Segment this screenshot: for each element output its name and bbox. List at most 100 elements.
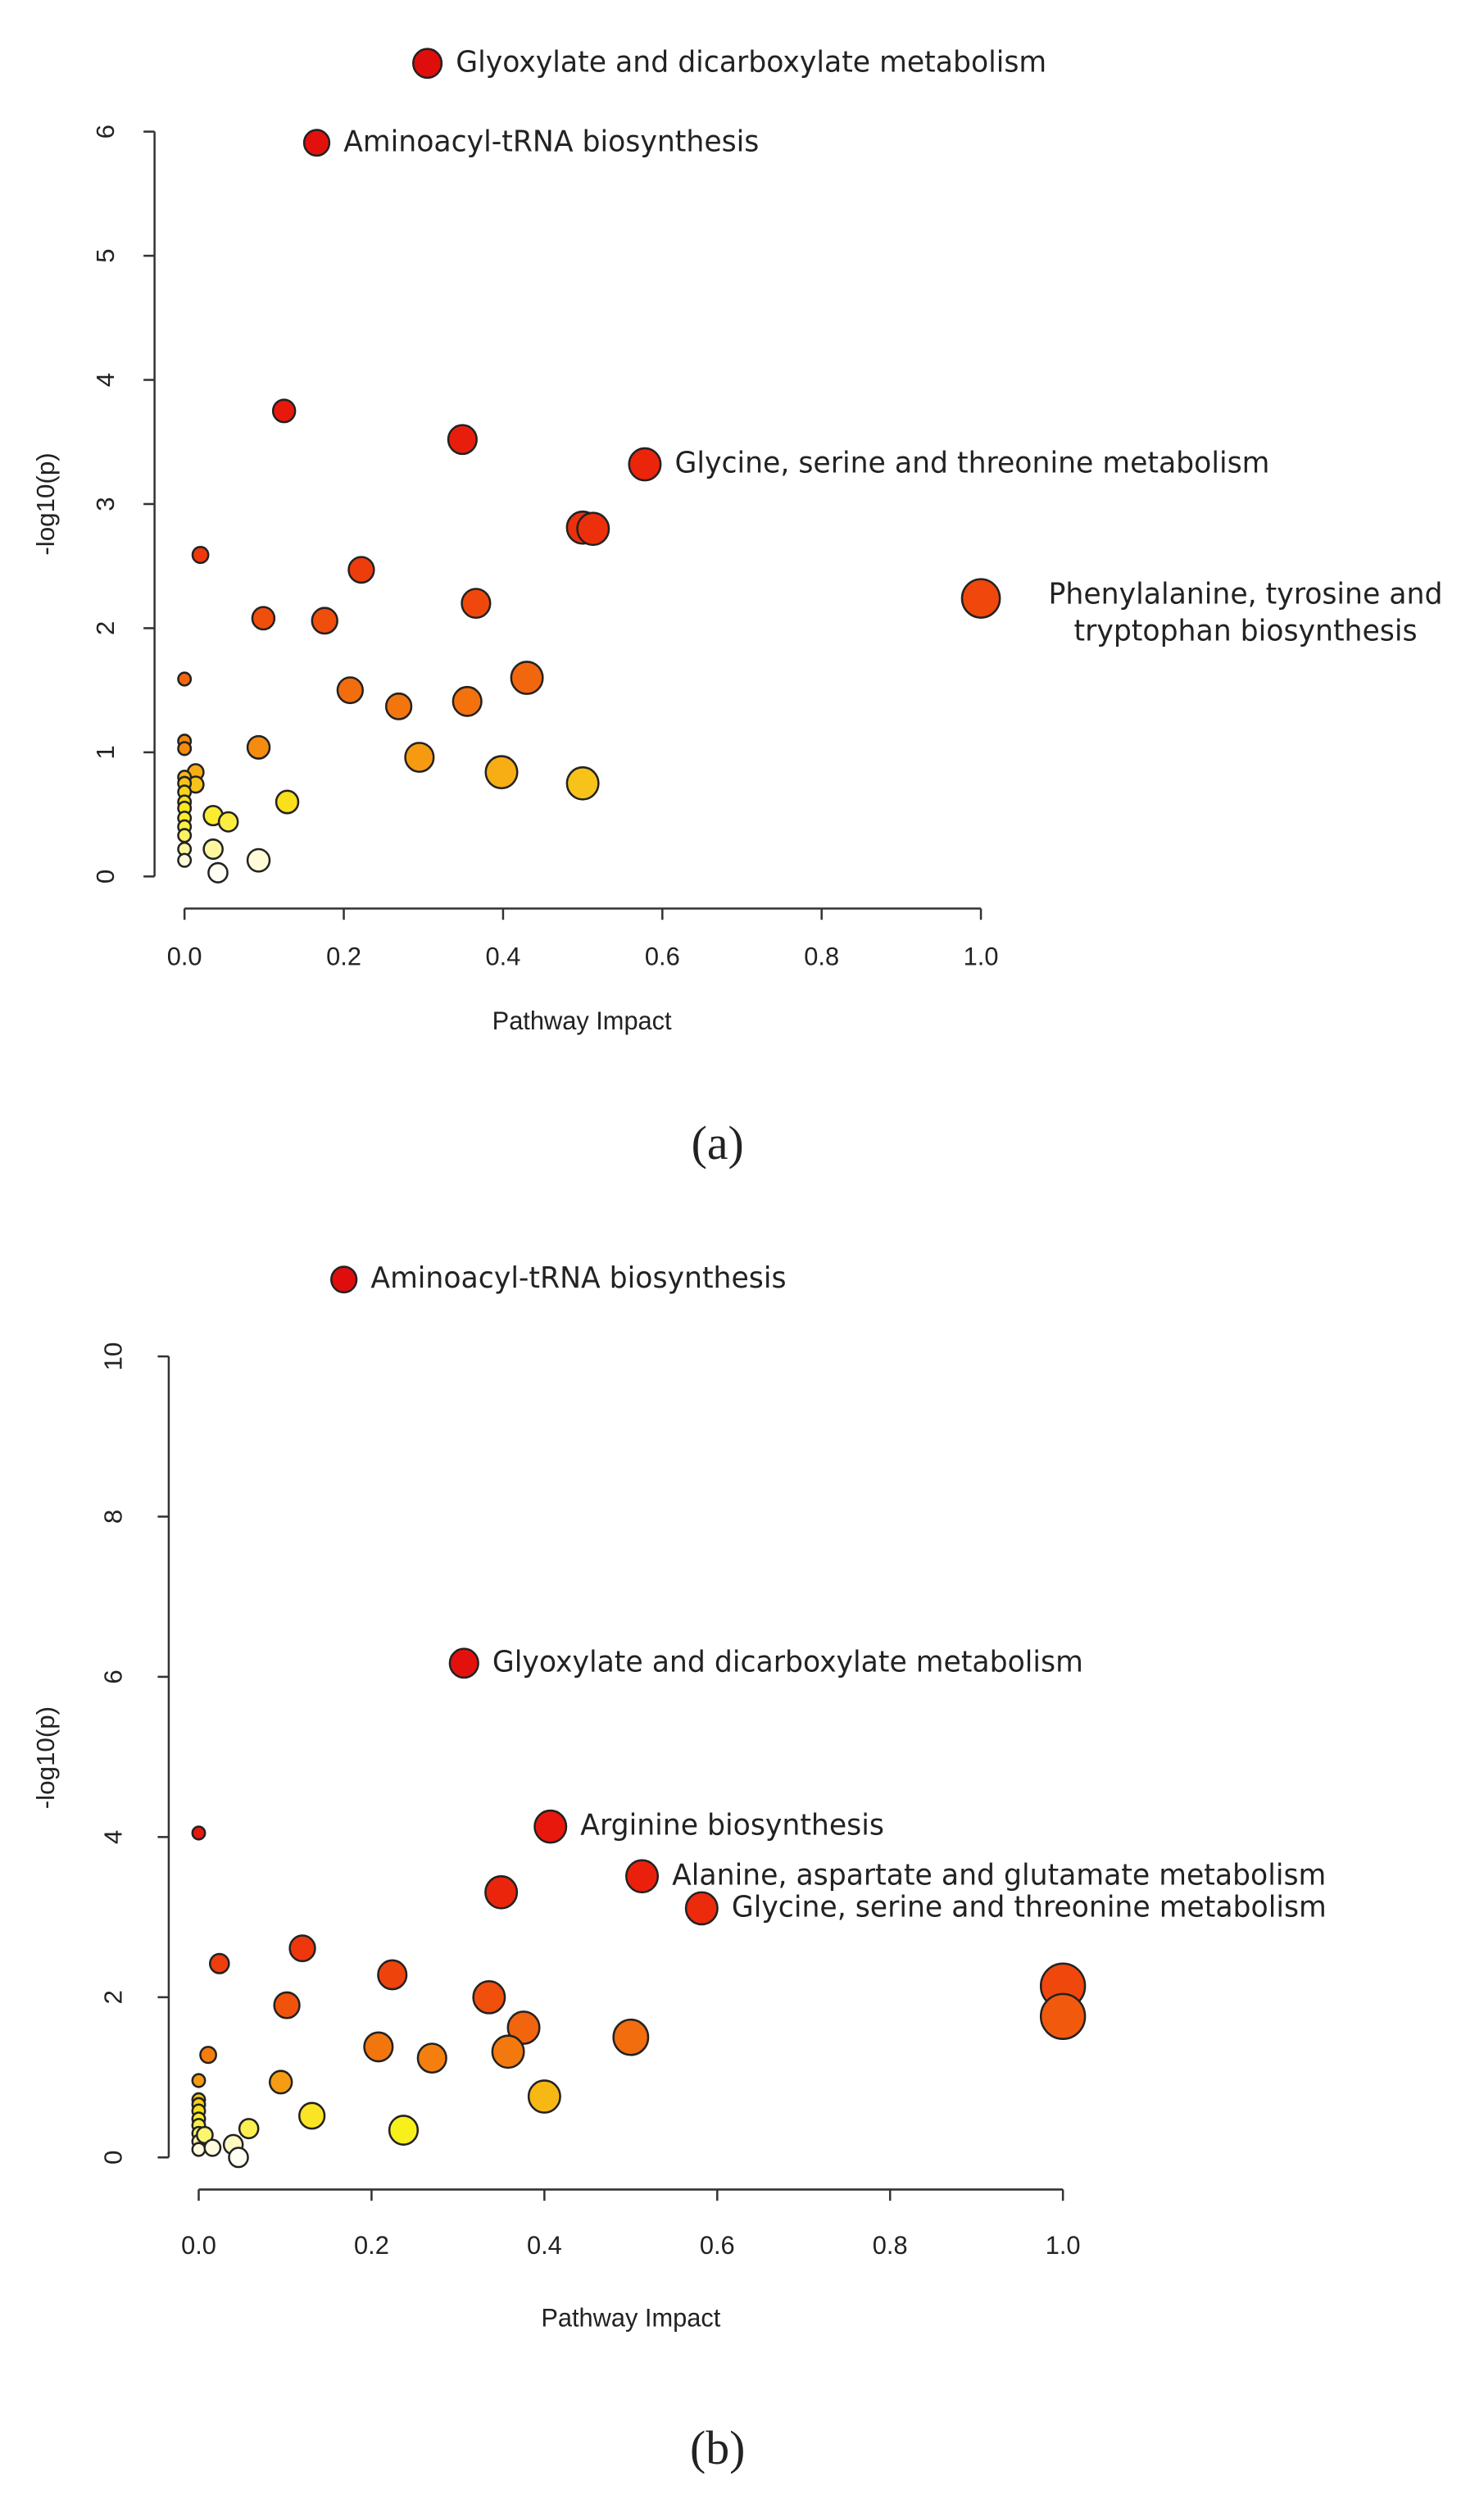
point — [275, 789, 300, 815]
point — [1039, 1992, 1087, 2040]
point — [347, 556, 375, 584]
point — [268, 2069, 293, 2095]
point-label: Arginine biosynthesis — [580, 1809, 884, 1842]
y-tick-label: 8 — [99, 1510, 128, 1524]
point — [273, 1991, 301, 2020]
point-label: Aminoacyl-tRNA biosynthesis — [370, 1262, 786, 1295]
y-tick-label: 2 — [99, 1990, 128, 2004]
point — [491, 2034, 525, 2069]
y-tick-label: 2 — [91, 621, 120, 635]
caption: (a) — [692, 1115, 744, 1170]
point — [506, 2010, 541, 2045]
point — [199, 2046, 217, 2065]
label-line: tryptophan biosynthesis — [1074, 615, 1418, 647]
point — [416, 2042, 447, 2074]
point — [238, 2118, 260, 2140]
point — [412, 48, 443, 80]
y-tick-label: 10 — [99, 1343, 128, 1371]
point — [177, 671, 193, 687]
x-axis-title: Pathway Impact — [492, 1006, 672, 1035]
point — [217, 811, 239, 833]
point — [288, 1934, 316, 1963]
point — [388, 2115, 420, 2146]
point — [447, 424, 478, 456]
y-tick-label: 3 — [91, 497, 120, 511]
point — [484, 755, 519, 789]
point — [246, 734, 271, 760]
y-axis-title: -log10(p) — [31, 1706, 60, 1809]
point — [484, 1874, 519, 1910]
point — [510, 661, 544, 695]
point-label: Glycine, serine and threonine metabolism — [732, 1891, 1327, 1924]
point — [628, 447, 662, 482]
point — [298, 2101, 326, 2130]
x-tick-label: 0.6 — [700, 2231, 735, 2260]
y-tick-label: 6 — [91, 125, 120, 139]
x-tick-label: 0.8 — [873, 2231, 908, 2260]
x-tick-label: 1.0 — [964, 942, 999, 970]
point-label: Glycine, serine and threonine metabolism — [674, 447, 1269, 479]
x-tick-label: 0.0 — [181, 2231, 216, 2260]
point — [203, 2138, 222, 2157]
point-label: Aminoacyl-tRNA biosynthesis — [343, 125, 759, 158]
point — [404, 742, 435, 773]
y-axis-title: -log10(p) — [31, 452, 60, 555]
point — [177, 741, 193, 756]
x-tick-label: 1.0 — [1046, 2231, 1081, 2260]
point-label: Alanine, aspartate and glutamate metabol… — [672, 1859, 1326, 1892]
point — [302, 129, 331, 157]
point — [363, 2031, 394, 2063]
point — [330, 1265, 358, 1294]
point — [202, 838, 224, 861]
y-tick-label: 4 — [99, 1830, 128, 1844]
point — [207, 861, 229, 884]
x-tick-label: 0.0 — [167, 942, 202, 970]
point — [377, 1959, 408, 1991]
point — [177, 852, 193, 868]
point — [960, 578, 1001, 619]
caption: (b) — [690, 2421, 745, 2475]
point — [452, 685, 483, 717]
y-tick-label: 5 — [91, 248, 120, 262]
label-line: Phenylalanine, tyrosine and — [1049, 578, 1443, 611]
point — [612, 2018, 650, 2056]
x-axis-title: Pathway Impact — [541, 2303, 720, 2332]
y-tick-label: 1 — [91, 745, 120, 759]
point-label: Glyoxylate and dicarboxylate metabolism — [492, 1646, 1083, 1679]
point — [196, 2125, 214, 2144]
y-tick-label: 0 — [99, 2151, 128, 2165]
point — [191, 2073, 206, 2088]
point — [448, 1647, 479, 1679]
x-tick-label: 0.2 — [354, 2231, 389, 2260]
point — [209, 1952, 230, 1974]
point — [311, 607, 338, 635]
point — [472, 1979, 506, 2015]
point — [191, 1825, 206, 1841]
point — [336, 676, 364, 705]
y-tick-label: 0 — [91, 870, 120, 884]
point — [625, 1859, 660, 1894]
point — [461, 588, 492, 620]
x-tick-label: 0.4 — [527, 2231, 562, 2260]
point — [684, 1891, 719, 1926]
point — [191, 546, 210, 565]
x-tick-label: 0.4 — [486, 942, 521, 970]
point — [576, 511, 610, 547]
x-tick-label: 0.6 — [645, 942, 680, 970]
point — [191, 2142, 206, 2157]
y-tick-label: 4 — [91, 373, 120, 387]
x-tick-label: 0.8 — [804, 942, 839, 970]
y-tick-label: 6 — [99, 1670, 128, 1683]
point — [533, 1809, 568, 1844]
point — [565, 766, 600, 801]
point-label: Glyoxylate and dicarboxylate metabolism — [456, 46, 1046, 79]
point — [177, 828, 193, 843]
x-tick-label: 0.2 — [326, 942, 361, 970]
point — [271, 398, 297, 424]
point — [228, 2147, 249, 2169]
point — [246, 847, 271, 873]
point — [527, 2079, 561, 2114]
point — [384, 692, 413, 720]
point — [251, 606, 276, 631]
